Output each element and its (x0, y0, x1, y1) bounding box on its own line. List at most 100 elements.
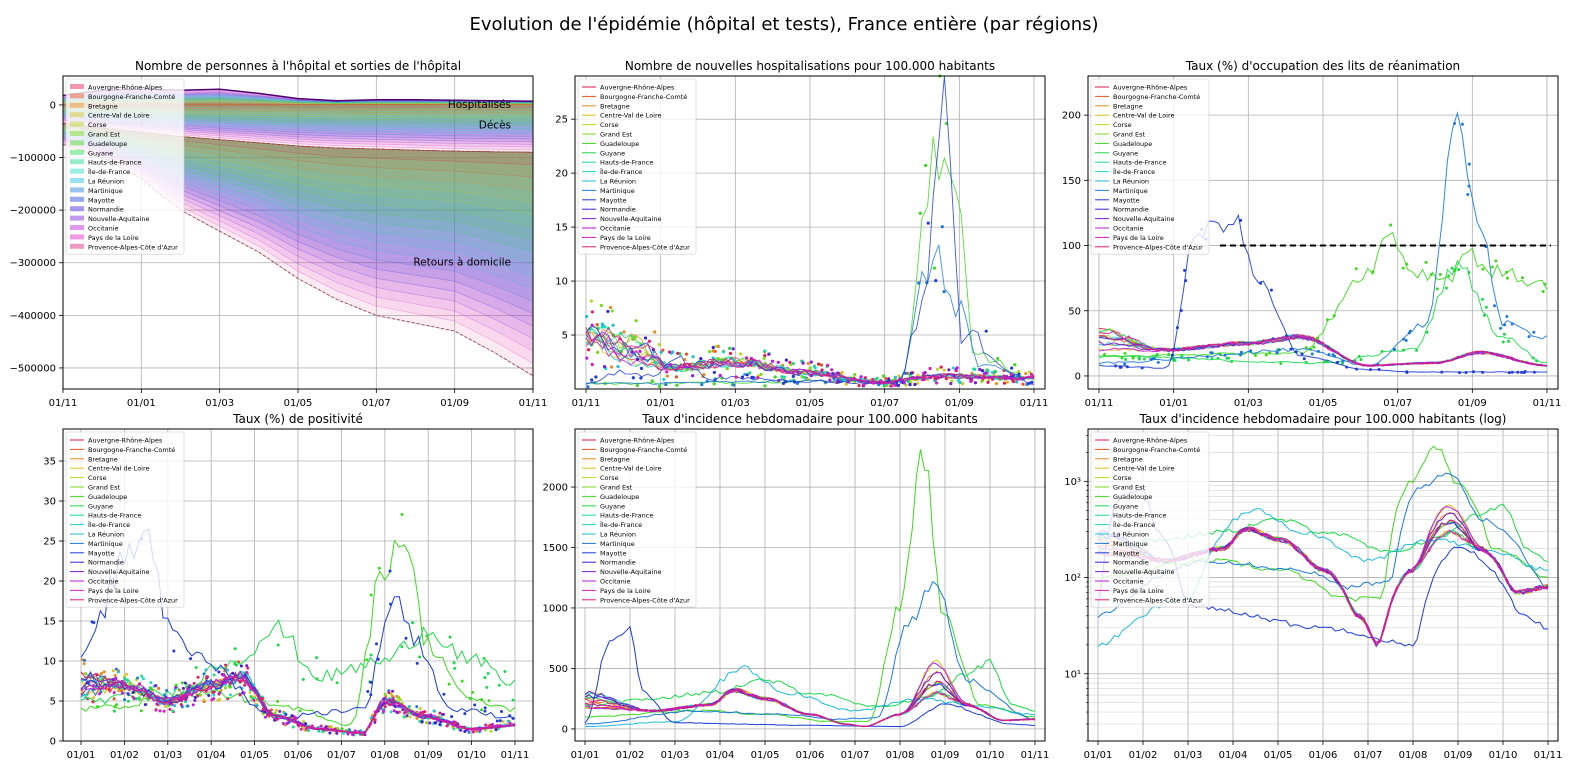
legend-swatch (70, 102, 84, 108)
data-point (691, 374, 695, 378)
legend: Auvergne-Rhône-AlpesBourgogne-Franche-Co… (1090, 431, 1210, 608)
legend-label: Occitanie (1113, 578, 1144, 586)
data-point (1499, 326, 1503, 330)
legend-swatch (70, 149, 84, 155)
data-point (149, 681, 153, 685)
data-point (982, 372, 986, 376)
legend-label: Grand Est (600, 484, 632, 492)
data-point (791, 374, 795, 378)
data-point (879, 379, 883, 383)
data-point (1532, 330, 1536, 334)
tick-label-y: −300000 (9, 258, 56, 269)
data-point (307, 728, 311, 732)
data-point (404, 636, 408, 640)
data-point (1155, 353, 1159, 357)
series-line (585, 326, 1035, 385)
data-point (471, 730, 475, 734)
data-point (1377, 368, 1381, 372)
data-point (135, 697, 139, 701)
legend-label: Hauts-de-France (600, 159, 653, 167)
data-point (744, 356, 749, 360)
data-point (486, 672, 490, 676)
data-point (674, 375, 679, 379)
legend-label: Nouvelle-Aquitaine (1113, 568, 1174, 576)
legend: Auvergne-Rhône-AlpesBourgogne-Franche-Co… (577, 431, 697, 608)
plot-frame (574, 75, 1046, 390)
data-point (174, 686, 178, 690)
data-point (1017, 369, 1021, 374)
data-point (639, 366, 644, 370)
legend-label: Bourgogne-Franche-Comté (88, 446, 175, 454)
panel-title: Taux (%) de positivité (232, 412, 363, 426)
data-point (335, 731, 339, 735)
data-point (94, 685, 98, 689)
data-point (92, 621, 96, 625)
data-point (478, 729, 482, 733)
data-point (669, 363, 673, 367)
data-point (991, 370, 995, 375)
legend-label: Martinique (1113, 540, 1148, 548)
data-point (218, 697, 222, 701)
data-point (1435, 287, 1439, 291)
data-point (425, 721, 429, 725)
tick-label-x: 01/08 (370, 750, 399, 761)
data-point (246, 666, 250, 670)
data-point (1482, 313, 1486, 317)
data-point (317, 729, 321, 733)
data-point (1310, 352, 1314, 356)
data-point (471, 690, 475, 694)
data-point (204, 668, 208, 672)
data-point (813, 366, 817, 370)
tick-label-x: 01/11 (572, 398, 601, 409)
data-point (441, 712, 445, 716)
legend-label: Pays de la Loire (600, 234, 651, 242)
tick-label-x: 01/07 (1354, 750, 1383, 761)
data-point (249, 695, 253, 699)
tick-label-y: 25 (555, 115, 568, 126)
data-point (1137, 357, 1141, 361)
legend-label: Martinique (600, 540, 635, 548)
data-point (489, 729, 493, 733)
data-point (862, 383, 866, 387)
data-point (658, 384, 662, 388)
data-point (939, 365, 943, 369)
data-point (335, 681, 339, 685)
data-point (329, 725, 333, 729)
data-point (803, 376, 807, 380)
data-point (1507, 371, 1511, 375)
legend-label: Bourgogne-Franche-Comté (600, 446, 687, 454)
data-point (328, 731, 332, 735)
data-point (1017, 372, 1021, 376)
legend-label: Guyane (600, 502, 625, 510)
data-point (183, 681, 187, 685)
panel-title: Nombre de personnes à l'hôpital et sorti… (135, 59, 461, 73)
tick-label-y: 5 (50, 697, 56, 708)
tick-label-x: 01/10 (1489, 750, 1518, 761)
data-point (245, 664, 249, 668)
tick-label-x: 01/11 (49, 398, 78, 409)
data-point (984, 329, 988, 333)
data-point (1187, 358, 1191, 362)
data-point (508, 721, 512, 725)
data-point (234, 663, 238, 667)
data-point (970, 371, 974, 376)
data-point (114, 667, 118, 671)
legend-label: Centre-Val de Loire (600, 465, 662, 473)
data-point (196, 675, 200, 679)
legend-label: Martinique (88, 540, 123, 548)
data-point (302, 727, 306, 731)
series-line (585, 75, 1035, 386)
data-point (1239, 353, 1243, 357)
panel-title: Taux d'incidence hebdomadaire pour 100.0… (641, 412, 977, 426)
data-point (590, 362, 594, 367)
data-point (276, 699, 280, 703)
data-point (638, 349, 642, 353)
data-point (657, 343, 661, 347)
tick-label-x: 01/03 (205, 398, 234, 409)
legend-label: Île-de-France (1113, 167, 1155, 176)
data-point (622, 330, 626, 334)
data-point (319, 724, 323, 728)
data-point (1460, 122, 1464, 126)
tick-label-x: 01/07 (841, 750, 870, 761)
data-point (1380, 349, 1384, 353)
